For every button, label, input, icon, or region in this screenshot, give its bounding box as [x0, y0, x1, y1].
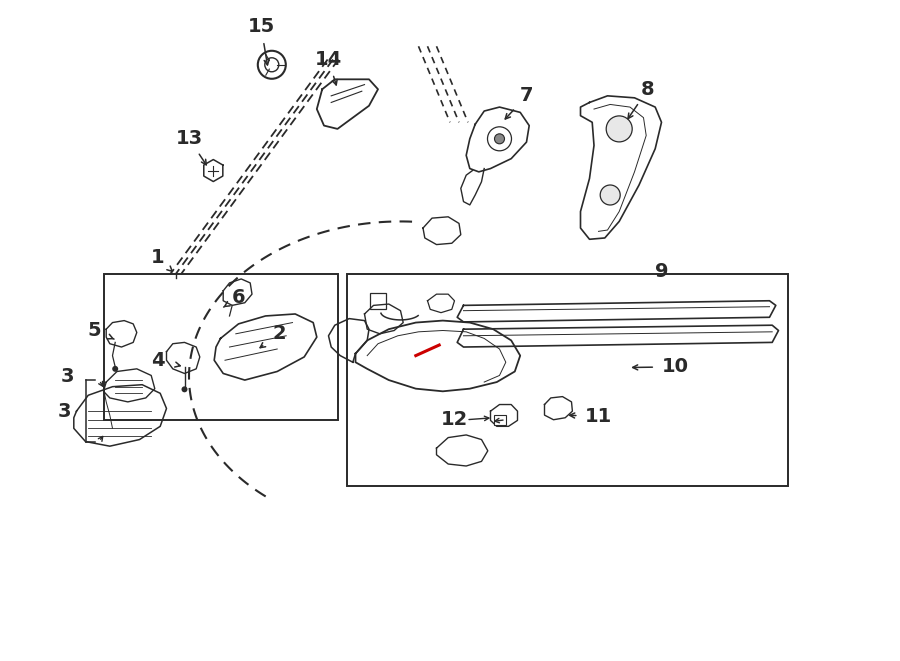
Text: 8: 8 — [641, 80, 655, 98]
Text: 6: 6 — [231, 288, 246, 307]
Text: 3: 3 — [61, 368, 74, 386]
Text: 14: 14 — [315, 50, 342, 69]
Text: 3: 3 — [58, 402, 72, 420]
Bar — [493, 414, 506, 425]
Text: 2: 2 — [272, 325, 286, 343]
Text: 7: 7 — [520, 87, 533, 105]
Circle shape — [607, 116, 632, 142]
Polygon shape — [203, 159, 223, 182]
Bar — [346, 274, 788, 486]
Text: 15: 15 — [248, 17, 274, 36]
Text: 1: 1 — [150, 249, 165, 267]
Text: 12: 12 — [441, 410, 468, 429]
Text: 10: 10 — [662, 358, 688, 376]
Bar — [104, 274, 338, 420]
Text: 13: 13 — [176, 130, 202, 148]
Circle shape — [494, 134, 505, 144]
Text: 4: 4 — [150, 351, 165, 369]
Circle shape — [112, 366, 118, 372]
Text: 5: 5 — [87, 321, 102, 340]
Circle shape — [182, 386, 187, 393]
Text: 9: 9 — [655, 262, 668, 280]
Circle shape — [257, 51, 286, 79]
Bar — [370, 293, 386, 309]
Text: 11: 11 — [585, 407, 612, 426]
Circle shape — [600, 185, 620, 205]
